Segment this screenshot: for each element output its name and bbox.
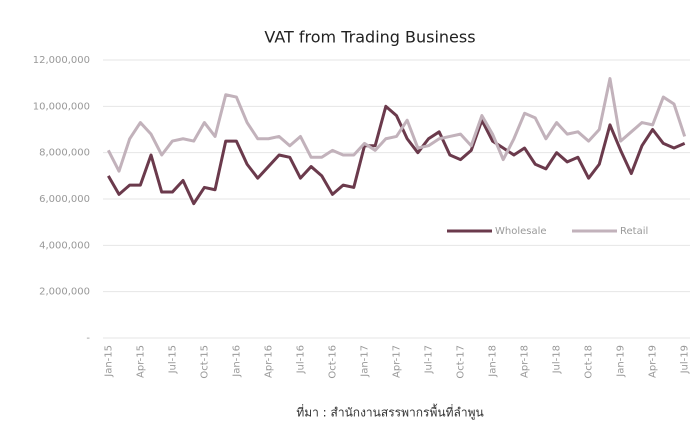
x-tick-label: Jul-18 xyxy=(552,345,563,374)
x-tick-label: Oct-18 xyxy=(584,345,595,379)
series-line xyxy=(107,77,687,173)
y-tick-label: 4,000,000 xyxy=(39,240,90,251)
x-tick-label: Apr-16 xyxy=(263,345,274,378)
series-line xyxy=(107,104,686,206)
legend-label: Wholesale xyxy=(495,226,547,237)
legend-label: Retail xyxy=(620,226,648,237)
x-tick-label: Oct-17 xyxy=(456,345,467,379)
x-tick-label: Apr-15 xyxy=(135,345,146,378)
x-tick-label: Oct-16 xyxy=(327,345,338,379)
x-tick-label: Jan-19 xyxy=(616,345,627,378)
y-tick-label: 12,000,000 xyxy=(33,55,90,66)
x-tick-label: Jan-16 xyxy=(231,345,242,378)
x-tick-label: Oct-15 xyxy=(199,345,210,379)
x-tick-label: Jul-15 xyxy=(167,345,178,374)
x-tick-label: Apr-18 xyxy=(520,345,531,378)
x-tick-label: Jul-19 xyxy=(680,345,691,374)
x-tick-label: Jul-17 xyxy=(424,345,435,374)
x-tick-label: Jan-18 xyxy=(488,345,499,378)
x-tick-label: Jul-16 xyxy=(295,345,306,374)
y-tick-label: 10,000,000 xyxy=(33,101,90,112)
y-tick-label: 6,000,000 xyxy=(39,194,90,205)
y-tick-label: 8,000,000 xyxy=(39,148,90,159)
source-note: ที่มา : สำนักงานสรรพากรพื้นที่ลำพูน xyxy=(296,404,483,421)
x-tick-label: Apr-17 xyxy=(392,345,403,378)
chart-title: VAT from Trading Business xyxy=(264,28,475,47)
y-tick-label: 2,000,000 xyxy=(39,287,90,298)
x-tick-label: Jan-15 xyxy=(103,345,114,378)
x-tick-label: Jan-17 xyxy=(359,345,370,378)
x-tick-label: Apr-19 xyxy=(648,345,659,378)
y-tick-label: - xyxy=(86,333,90,344)
